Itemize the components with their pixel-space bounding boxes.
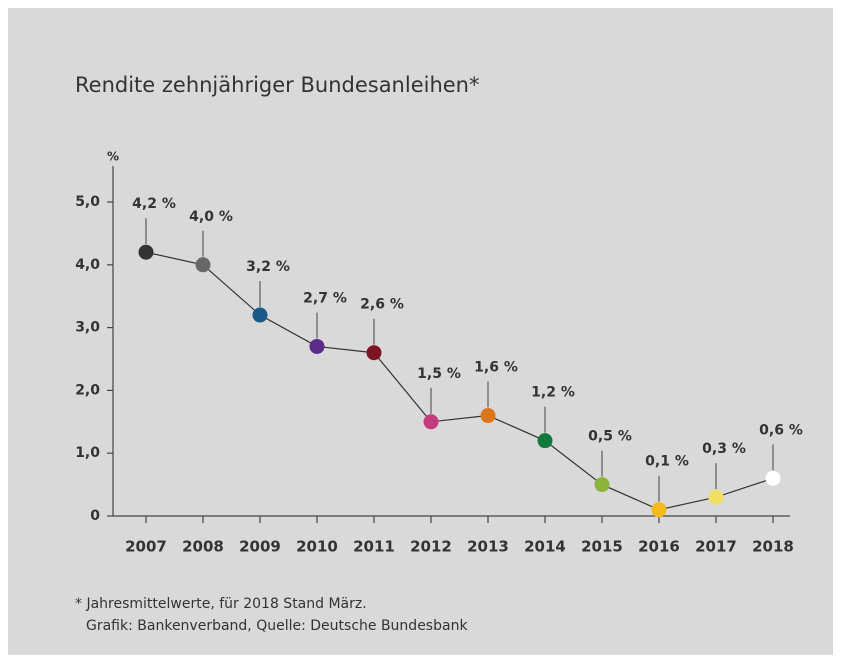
x-tick-label: 2016: [638, 538, 680, 556]
x-tick-label: 2017: [695, 538, 737, 556]
y-tick-label: 4,0: [75, 257, 100, 273]
data-label: 1,2 %: [531, 385, 575, 401]
x-tick-label: 2013: [467, 538, 509, 556]
data-label: 2,6 %: [360, 297, 404, 313]
point: [480, 408, 496, 424]
point: [765, 470, 781, 486]
point: [252, 307, 268, 323]
x-tick-label: 2015: [581, 538, 623, 556]
point: [651, 502, 667, 518]
data-label: 0,3 %: [702, 441, 746, 457]
data-label: 0,1 %: [645, 454, 689, 470]
footnote: Grafik: Bankenverband, Quelle: Deutsche …: [86, 618, 468, 634]
point: [423, 414, 439, 430]
x-tick-label: 2012: [410, 538, 452, 556]
background: [8, 8, 833, 655]
x-tick-label: 2010: [296, 538, 338, 556]
point: [366, 345, 382, 361]
data-label: 0,6 %: [759, 422, 803, 438]
point: [138, 244, 154, 260]
point: [195, 257, 211, 273]
data-label: 4,0 %: [189, 209, 233, 225]
data-label: 1,5 %: [417, 366, 461, 382]
point: [537, 433, 553, 449]
x-tick-label: 2011: [353, 538, 395, 556]
chart-title: Rendite zehnjähriger Bundesanleihen*: [75, 73, 480, 97]
point: [594, 477, 610, 493]
x-tick-label: 2009: [239, 538, 281, 556]
y-tick-label: 5,0: [75, 194, 100, 210]
x-tick-label: 2008: [182, 538, 224, 556]
y-tick-label: 2,0: [75, 382, 100, 398]
data-label: 1,6 %: [474, 360, 518, 376]
data-label: 0,5 %: [588, 429, 632, 445]
x-tick-label: 2018: [752, 538, 794, 556]
point: [708, 489, 724, 505]
y-tick-label: 0: [90, 508, 100, 524]
y-tick-label: 1,0: [75, 445, 100, 461]
y-axis-label: %: [107, 150, 119, 164]
x-tick-label: 2014: [524, 538, 566, 556]
footnote: * Jahresmittelwerte, für 2018 Stand März…: [75, 596, 367, 612]
data-label: 3,2 %: [246, 259, 290, 275]
line: [145, 251, 774, 511]
x-tick-label: 2007: [125, 538, 167, 556]
point: [309, 338, 325, 354]
y-tick-label: 3,0: [75, 320, 100, 336]
data-label: 2,7 %: [303, 290, 347, 306]
data-label: 4,2 %: [132, 196, 176, 212]
